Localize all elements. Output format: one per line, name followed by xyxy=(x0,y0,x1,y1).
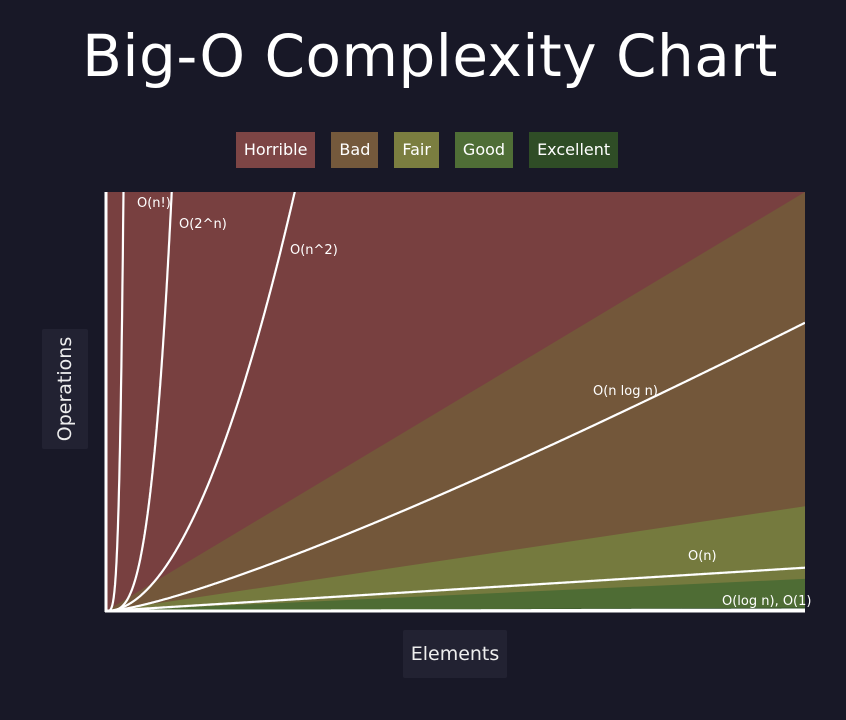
legend-good: Good xyxy=(454,132,514,168)
region-fair xyxy=(106,506,805,611)
curve-labels: O(n!) O(2^n) O(n^2) O(n log n) O(n) O(log n),… xyxy=(137,196,811,609)
curve-label-o-n-log-n-: O(n log n) xyxy=(593,384,658,399)
region-good xyxy=(106,578,805,611)
curve-o-n-log-n- xyxy=(106,321,805,611)
curve-label-o-n-: O(n!) xyxy=(137,196,171,211)
curve-o-n-2- xyxy=(106,192,296,611)
chart-title: Big-O Complexity Chart xyxy=(82,22,778,90)
legend-horrible: Horrible xyxy=(235,132,316,168)
x-axis-label: Elements xyxy=(403,630,507,678)
curve-label-o-n-2-: O(n^2) xyxy=(290,243,338,258)
curve-label-o-log-n-o-1-: O(log n), O(1) xyxy=(722,594,811,609)
region-bad xyxy=(106,192,805,611)
curve-label-o-n-: O(n) xyxy=(688,549,717,564)
curve-label-o-2-n-: O(2^n) xyxy=(179,217,227,232)
legend-excellent: Excellent xyxy=(529,132,619,168)
complexity-regions xyxy=(106,192,805,611)
y-axis-label-box xyxy=(42,329,88,449)
legend-bad: Bad xyxy=(331,132,379,168)
curve-o-n- xyxy=(106,566,805,611)
axes xyxy=(104,192,805,613)
legend-fair: Fair xyxy=(394,132,439,168)
legend: Horrible Bad Fair Good Excellent xyxy=(0,132,846,168)
